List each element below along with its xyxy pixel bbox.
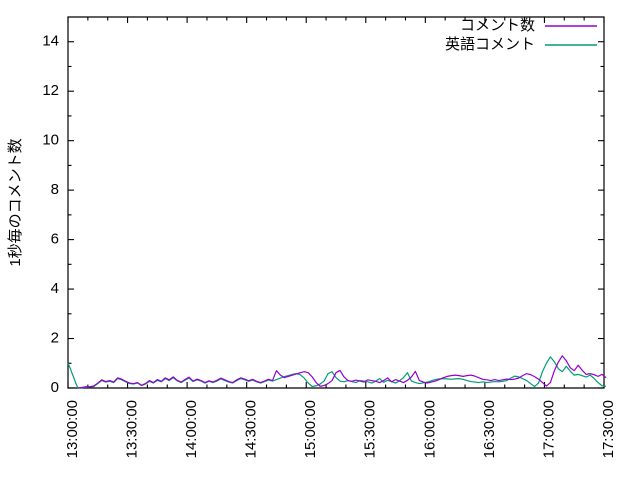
legend-label-comments: コメント数 [460, 17, 535, 34]
x-tick-label: 16:00:00 [421, 400, 438, 458]
x-tick-label: 13:00:00 [64, 400, 81, 458]
axis-titles: 1秒毎のコメント数 [7, 138, 24, 266]
y-axis-title: 1秒毎のコメント数 [7, 138, 24, 266]
series-layer [67, 355, 607, 389]
y-tick-label: 8 [51, 181, 59, 198]
x-tick-label: 13:30:00 [124, 400, 141, 458]
y-tick-label: 14 [42, 33, 59, 50]
y-axis-ticks: 0 2 4 6 8 10 12 14 [42, 33, 604, 396]
legend-label-english-comments: 英語コメント [445, 35, 535, 53]
y-tick-label: 2 [51, 330, 59, 347]
plot-border [67, 16, 605, 389]
x-tick-label: 16:30:00 [481, 400, 498, 458]
y-tick-label: 6 [51, 231, 59, 248]
series-line-comments [77, 355, 607, 389]
plot-frame [67, 16, 605, 389]
y-tick-label: 0 [51, 379, 59, 396]
x-tick-label: 14:00:00 [183, 400, 200, 458]
x-tick-label: 17:00:00 [540, 400, 557, 458]
x-axis-ticks: 13:00:00 13:30:00 14:00:00 14:30:00 15:00:00… [64, 17, 617, 458]
x-tick-label: 14:30:00 [243, 400, 260, 458]
x-tick-label: 15:00:00 [302, 400, 319, 458]
y-tick-label: 4 [51, 280, 59, 297]
y-tick-label: 10 [42, 132, 59, 149]
x-tick-label: 15:30:00 [362, 400, 379, 458]
y-tick-label: 12 [42, 82, 59, 99]
x-tick-label: 17:30:00 [600, 400, 617, 458]
